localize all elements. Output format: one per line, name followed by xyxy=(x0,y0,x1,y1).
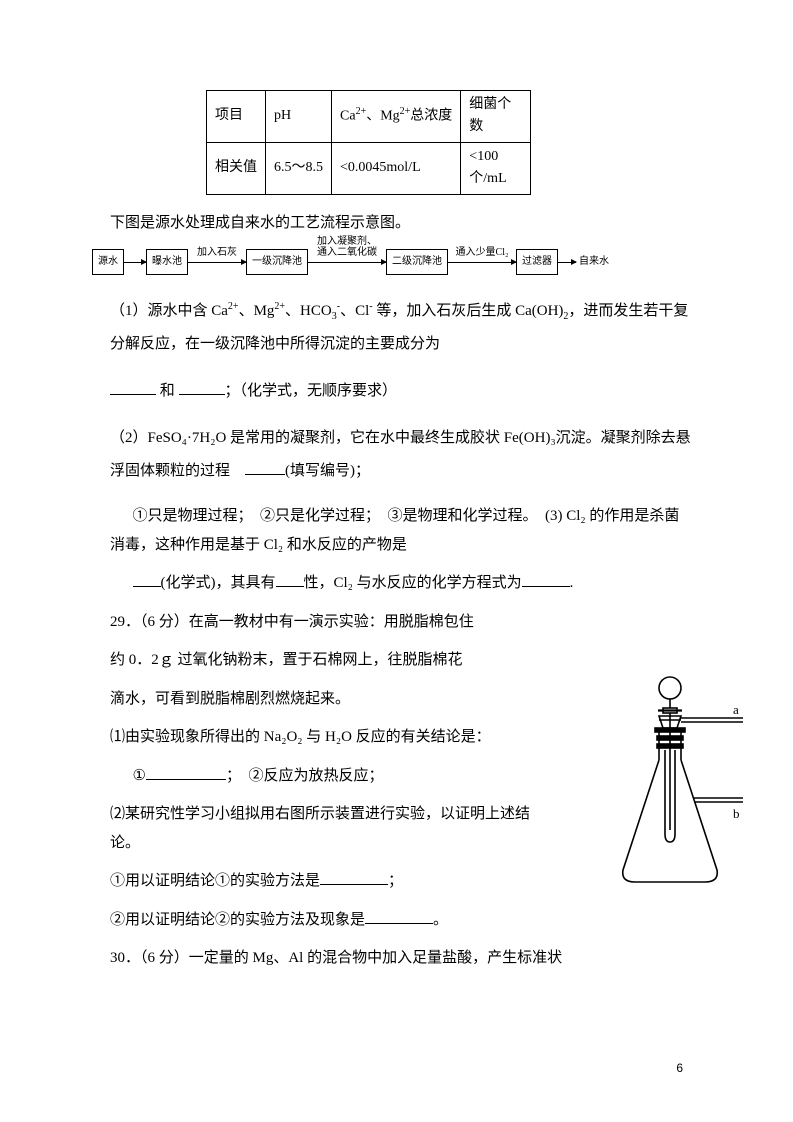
question-1-blanks: 和 ；（化学式，无顺序要求） xyxy=(110,375,693,408)
q29-l5: ①； ②反应为放热反应； xyxy=(110,762,543,791)
blank-input[interactable] xyxy=(276,586,304,587)
blank-input[interactable] xyxy=(245,474,285,475)
question-2: （2）FeSO₄·7H₂O 是常用的凝聚剂，它在水中最终生成胶状 Fe(OH)₃… xyxy=(110,422,693,488)
intro-text: 下图是源水处理成自来水的工艺流程示意图。 xyxy=(110,209,693,238)
th-ph: pH xyxy=(266,91,332,143)
label-a: a xyxy=(733,702,739,717)
blank-input[interactable] xyxy=(133,586,161,587)
blank-input[interactable] xyxy=(146,779,226,780)
flow-node: 二级沉降池 xyxy=(386,249,448,275)
th-conc: Ca2+、Mg2+总浓度 xyxy=(332,91,461,143)
blank-input[interactable] xyxy=(179,394,225,395)
blank-input[interactable] xyxy=(110,394,156,395)
q29-l4: ⑴由实验现象所得出的 Na₂O₂ 与 H₂O 反应的有关结论是： xyxy=(110,723,543,752)
td-conc: <0.0045mol/L xyxy=(332,142,461,194)
flow-node: 源水 xyxy=(92,249,124,275)
label-b: b xyxy=(733,806,740,821)
td-bact: <100 个/mL xyxy=(461,142,531,194)
blank-input[interactable] xyxy=(365,923,433,924)
td-label: 相关值 xyxy=(207,142,266,194)
q29-l8: ②用以证明结论②的实验方法及现象是。 xyxy=(110,906,543,935)
flow-node-end: 自来水 xyxy=(576,254,609,270)
q29-l6: ⑵某研究性学习小组拟用右图所示装置进行实验，以证明上述结论。 xyxy=(110,800,543,857)
arrow-label: 加入石灰 xyxy=(197,247,237,259)
q29-l2: 约 0．2ｇ 过氧化钠粉末，置于石棉网上，往脱脂棉花 xyxy=(110,646,543,675)
arrow-label: 加入凝聚剂、通入二氧化碳 xyxy=(317,236,377,259)
blank-input[interactable] xyxy=(320,884,388,885)
page-number: 6 xyxy=(676,1059,683,1078)
th-item: 项目 xyxy=(207,91,266,143)
standards-table: 项目 pH Ca2+、Mg2+总浓度 细菌个数 相关值 6.5～8.5 <0.0… xyxy=(206,90,531,195)
q29-l7: ①用以证明结论①的实验方法是； xyxy=(110,867,543,896)
th-bact: 细菌个数 xyxy=(461,91,531,143)
arrow-label: 通入少量Cl₂ xyxy=(456,247,509,259)
flow-arrow: 加入凝聚剂、通入二氧化碳 xyxy=(308,262,386,263)
table-row: 项目 pH Ca2+、Mg2+总浓度 细菌个数 xyxy=(207,91,531,143)
flow-arrow: 加入石灰 xyxy=(188,262,246,263)
flow-diagram: 源水 曝水池 加入石灰 一级沉降池 加入凝聚剂、通入二氧化碳 二级沉降池 通入少… xyxy=(92,249,693,275)
flow-node: 一级沉降池 xyxy=(246,249,308,275)
flow-arrow xyxy=(124,262,146,263)
q29-l3: 滴水，可看到脱脂棉剧烈燃烧起来。 xyxy=(110,685,543,714)
question-3-line: (化学式)，其具有性，Cl₂ 与水反应的化学方程式为. xyxy=(133,569,694,598)
blank-input[interactable] xyxy=(522,586,570,587)
flow-arrow xyxy=(558,262,576,263)
question-2-options: ①只是物理过程； ②只是化学过程； ③是物理和化学过程。 (3) Cl₂ 的作用… xyxy=(110,502,693,559)
td-ph: 6.5～8.5 xyxy=(266,142,332,194)
flow-arrow: 通入少量Cl₂ xyxy=(448,262,516,263)
q29-head: 29．（6 分）在高一教材中有一演示实验：用脱脂棉包住 xyxy=(110,608,543,637)
question-1: （1）源水中含 Ca2+、Mg2+、HCO3-、Cl- 等，加入石灰后生成 Ca… xyxy=(110,295,693,361)
flow-node: 曝水池 xyxy=(146,249,188,275)
question-30: 30．（6 分）一定量的 Mg、Al 的混合物中加入足量盐酸，产生标准状 xyxy=(110,944,693,973)
table-row: 相关值 6.5～8.5 <0.0045mol/L <100 个/mL xyxy=(207,142,531,194)
apparatus-diagram: a b xyxy=(595,674,745,894)
flow-node: 过滤器 xyxy=(516,249,558,275)
